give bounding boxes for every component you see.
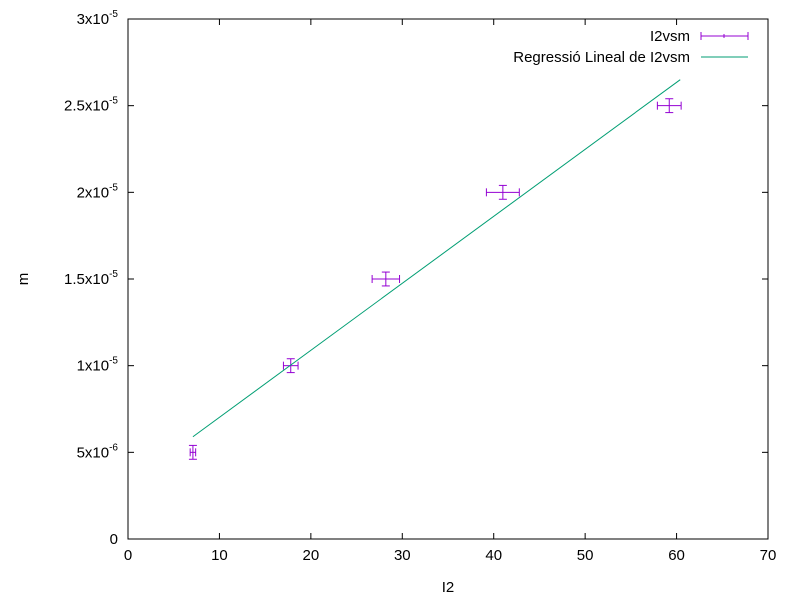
x-axis-label: I2	[442, 579, 455, 596]
plot-frame	[127, 18, 769, 540]
series-layer	[188, 79, 682, 460]
y-axis-label: m	[15, 273, 32, 286]
data-point-errorbar	[485, 184, 520, 200]
data-point-errorbar	[371, 271, 401, 287]
y-tick-label: 3x10-5	[77, 9, 119, 28]
legend: I2vsm Regressió Lineal de I2vsm	[513, 28, 749, 66]
y-tick-label: 0	[110, 531, 118, 548]
x-tick-label: 30	[394, 547, 411, 564]
y-tick-label: 2x10-5	[77, 182, 119, 201]
legend-label: Regressió Lineal de I2vsm	[513, 49, 690, 66]
data-point-errorbar	[656, 98, 682, 114]
x-tick-label: 20	[303, 547, 320, 564]
legend-errorbar-sample	[700, 32, 749, 40]
y-axis-ticks: 0 5x10-6 1x10-5 1.5x10-5 2x10-5 2.5x10-5 3x10-…	[64, 9, 768, 548]
x-axis-ticks: 0 10 20 30 40 50 60 70	[124, 19, 777, 564]
x-tick-label: 50	[577, 547, 594, 564]
plot-frame-group	[127, 18, 769, 540]
y-tick-label: 5x10-6	[77, 442, 119, 461]
x-tick-label: 40	[485, 547, 502, 564]
data-point-errorbar	[188, 444, 197, 460]
y-tick-label: 2.5x10-5	[64, 96, 118, 115]
y-tick-label: 1x10-5	[77, 356, 119, 375]
y-tick-label: 1.5x10-5	[64, 269, 118, 288]
x-tick-label: 70	[760, 547, 777, 564]
legend-label: I2vsm	[650, 28, 690, 45]
x-tick-label: 10	[211, 547, 228, 564]
regression-line	[192, 79, 681, 438]
x-tick-label: 0	[124, 547, 132, 564]
x-tick-label: 60	[668, 547, 685, 564]
